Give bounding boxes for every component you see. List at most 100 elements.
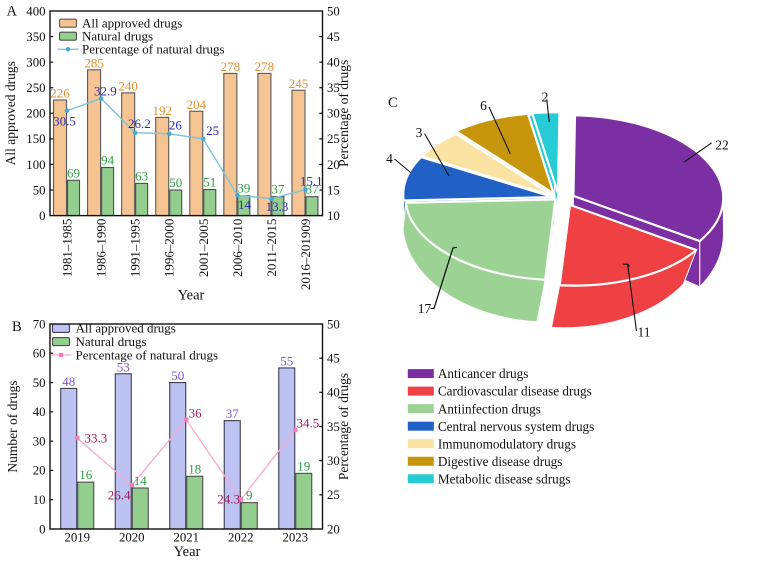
svg-text:Immunomodulatory drugs: Immunomodulatory drugs: [438, 436, 576, 451]
svg-text:Year: Year: [178, 288, 205, 304]
svg-text:1981–1985: 1981–1985: [60, 219, 75, 278]
svg-text:26: 26: [169, 118, 183, 133]
svg-text:70: 70: [33, 317, 46, 331]
svg-text:Percentage of drugs: Percentage of drugs: [336, 373, 351, 480]
svg-text:A: A: [7, 4, 18, 20]
svg-text:26.4: 26.4: [108, 488, 131, 503]
svg-text:245: 245: [289, 76, 309, 91]
svg-text:20: 20: [327, 158, 340, 172]
svg-text:200: 200: [26, 107, 45, 121]
svg-text:2021: 2021: [173, 531, 199, 545]
svg-text:Natural drugs: Natural drugs: [76, 334, 147, 349]
svg-text:2011–2015: 2011–2015: [264, 219, 279, 277]
svg-text:45: 45: [327, 351, 340, 365]
svg-text:4: 4: [386, 151, 393, 166]
svg-text:50: 50: [33, 376, 46, 390]
svg-text:250: 250: [26, 81, 45, 95]
svg-text:2020: 2020: [119, 531, 145, 545]
svg-text:20: 20: [327, 522, 340, 536]
svg-text:6: 6: [480, 98, 487, 113]
svg-text:17: 17: [418, 301, 432, 316]
svg-text:34.5: 34.5: [297, 416, 320, 431]
svg-text:18: 18: [188, 461, 201, 476]
svg-text:2: 2: [542, 90, 549, 105]
svg-text:278: 278: [255, 59, 275, 74]
svg-text:2023: 2023: [282, 531, 308, 545]
svg-text:48: 48: [62, 374, 75, 389]
svg-text:14: 14: [134, 473, 148, 488]
svg-text:24.3: 24.3: [217, 492, 240, 507]
svg-text:2019: 2019: [64, 531, 90, 545]
svg-text:278: 278: [221, 59, 241, 74]
svg-text:285: 285: [84, 55, 104, 70]
svg-text:2022: 2022: [228, 531, 254, 545]
svg-text:11: 11: [638, 325, 651, 340]
svg-text:300: 300: [26, 55, 45, 69]
svg-text:50: 50: [33, 183, 46, 197]
svg-text:50: 50: [169, 175, 182, 190]
svg-text:15.1: 15.1: [300, 174, 323, 189]
svg-text:25: 25: [327, 132, 340, 146]
svg-text:26.2: 26.2: [128, 116, 151, 131]
svg-text:Percentage of natural drugs: Percentage of natural drugs: [76, 347, 219, 362]
svg-text:37: 37: [271, 182, 285, 197]
svg-text:35: 35: [327, 420, 340, 434]
svg-text:Metabolic disease sdrugs: Metabolic disease sdrugs: [438, 471, 571, 486]
svg-text:10: 10: [33, 493, 46, 507]
svg-text:53: 53: [117, 359, 130, 374]
svg-text:2006–2010: 2006–2010: [230, 219, 245, 278]
svg-text:37: 37: [226, 406, 240, 421]
svg-text:30: 30: [33, 434, 46, 448]
svg-text:19: 19: [297, 458, 310, 473]
svg-text:9: 9: [246, 488, 253, 503]
svg-text:94: 94: [101, 153, 115, 168]
svg-text:All approved drugs: All approved drugs: [82, 16, 182, 31]
svg-text:25: 25: [206, 123, 219, 138]
svg-text:15: 15: [327, 183, 340, 197]
svg-text:400: 400: [26, 4, 45, 18]
svg-text:100: 100: [26, 158, 45, 172]
svg-text:Percentage of drugs: Percentage of drugs: [336, 60, 351, 167]
svg-text:Antiinfection drugs: Antiinfection drugs: [438, 401, 541, 416]
svg-text:1986–1990: 1986–1990: [94, 219, 109, 278]
svg-text:Central nervous system drugs: Central nervous system drugs: [438, 419, 594, 434]
svg-text:32.9: 32.9: [94, 84, 117, 99]
svg-text:20: 20: [33, 464, 46, 478]
svg-text:50: 50: [327, 317, 340, 331]
svg-text:B: B: [12, 319, 22, 335]
svg-text:50: 50: [327, 4, 340, 18]
svg-text:226: 226: [50, 86, 70, 101]
svg-text:39: 39: [237, 181, 250, 196]
svg-text:Percentage of natural drugs: Percentage of natural drugs: [82, 42, 225, 57]
svg-text:Natural drugs: Natural drugs: [82, 29, 153, 44]
svg-text:204: 204: [187, 97, 207, 112]
svg-text:All approved drugs: All approved drugs: [76, 321, 176, 336]
svg-text:10: 10: [327, 209, 340, 223]
svg-text:16: 16: [79, 467, 93, 482]
svg-text:37: 37: [305, 182, 319, 197]
svg-text:36: 36: [189, 406, 203, 421]
svg-text:63: 63: [135, 168, 148, 183]
svg-text:All approved drugs: All approved drugs: [3, 61, 18, 165]
svg-text:350: 350: [26, 30, 45, 44]
svg-text:Cardiovascular disease drugs: Cardiovascular disease drugs: [438, 384, 592, 399]
svg-text:55: 55: [280, 353, 293, 368]
svg-text:60: 60: [33, 347, 46, 361]
svg-text:14: 14: [238, 197, 252, 212]
svg-text:C: C: [388, 95, 398, 111]
svg-text:40: 40: [327, 55, 340, 69]
svg-text:40: 40: [33, 405, 46, 419]
svg-text:2001–2005: 2001–2005: [196, 219, 211, 278]
svg-text:45: 45: [327, 30, 340, 44]
svg-text:51: 51: [203, 175, 216, 190]
svg-text:33.3: 33.3: [85, 431, 108, 446]
svg-text:25: 25: [327, 488, 340, 502]
svg-text:30: 30: [327, 107, 340, 121]
svg-text:3: 3: [416, 125, 423, 140]
svg-text:22: 22: [715, 138, 729, 153]
svg-text:240: 240: [118, 78, 138, 93]
svg-text:150: 150: [26, 132, 45, 146]
svg-text:192: 192: [152, 103, 172, 118]
svg-text:Digestive disease drugs: Digestive disease drugs: [438, 454, 563, 469]
svg-text:30.5: 30.5: [53, 114, 76, 129]
